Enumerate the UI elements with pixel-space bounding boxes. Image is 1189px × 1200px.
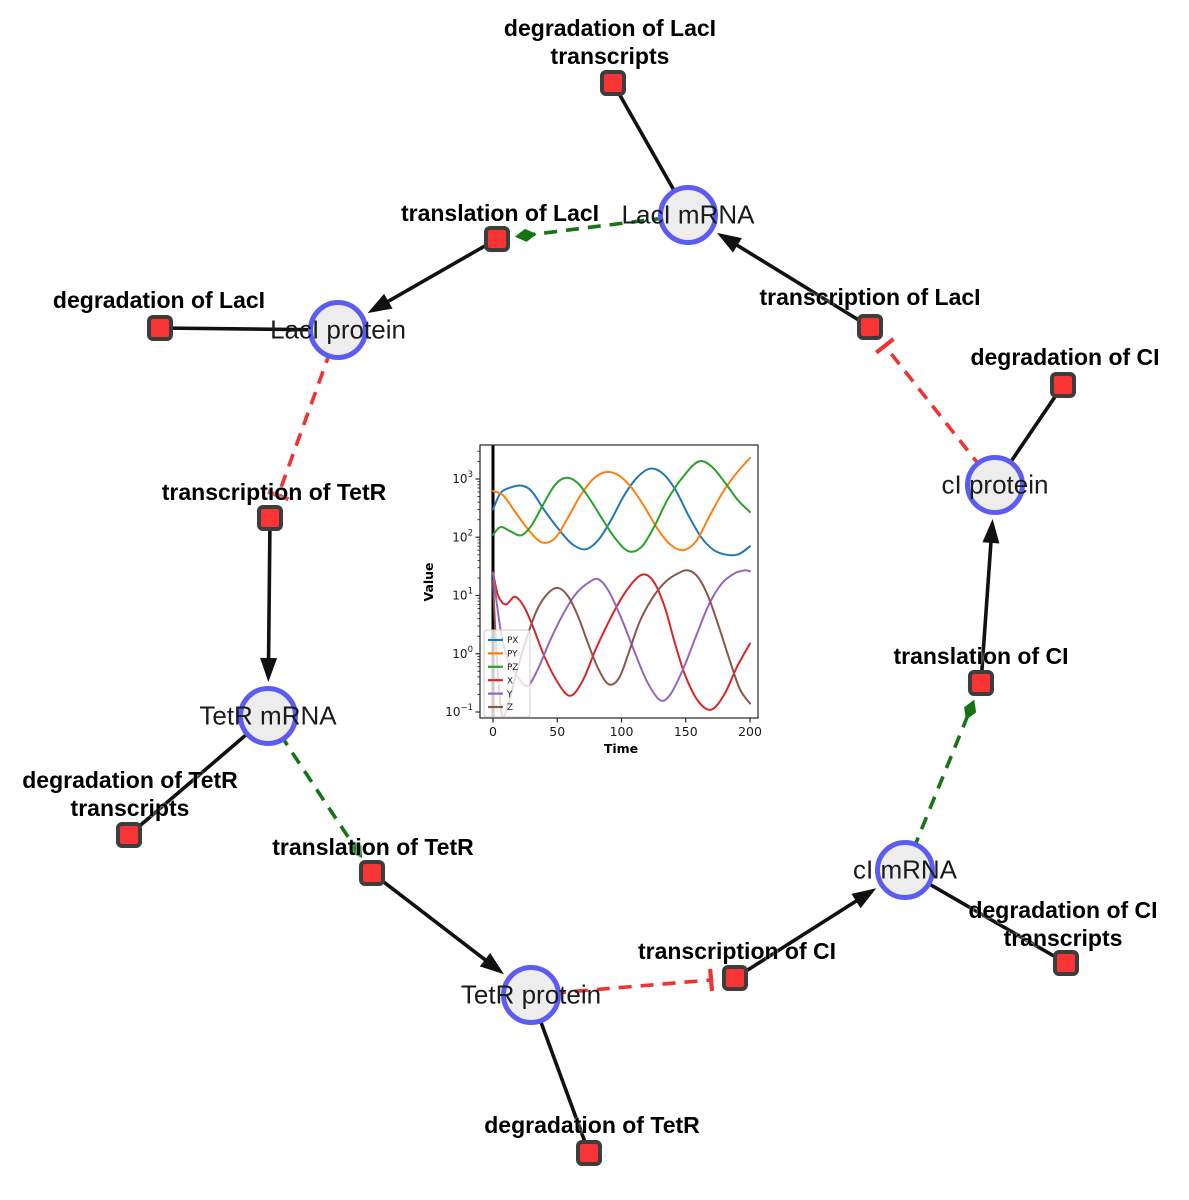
reaction-label-txn_ci: transcription of CI bbox=[637, 938, 837, 964]
y-axis-label: Value bbox=[421, 562, 436, 601]
reaction-node-txn_tetr bbox=[257, 505, 283, 531]
reaction-node-transl_laci bbox=[484, 226, 510, 252]
x-tick-label-0: 0 bbox=[489, 724, 497, 739]
legend-label-PZ: PZ bbox=[507, 663, 518, 673]
species-label-tetr_protein: TetR protein bbox=[460, 979, 602, 1010]
x-axis: 0 50 100 150 200 Time bbox=[489, 718, 762, 756]
catalysis-diamond-head bbox=[514, 228, 537, 242]
reaction-node-deg_ci_tx bbox=[1053, 950, 1079, 976]
reaction-label-txn_laci: transcription of LacI bbox=[759, 284, 981, 310]
reaction-label-deg_laci: degradation of LacI bbox=[52, 287, 266, 313]
species-node-laci_protein bbox=[308, 300, 368, 360]
simulation-plot: 0 50 100 150 200Time10−1100101102103ValuePXP… bbox=[421, 444, 762, 756]
reaction-label-transl_laci: translation of LacI bbox=[400, 200, 600, 226]
x-tick-label-150: 150 bbox=[674, 724, 698, 739]
catalysis-diamond-head bbox=[349, 839, 363, 858]
production-arrowhead bbox=[260, 657, 278, 683]
production-arrowhead bbox=[851, 888, 877, 909]
edge-production-txn_laci-laci_mrna bbox=[716, 232, 871, 329]
legend-label-PY: PY bbox=[507, 650, 518, 660]
legend-label-Y: Y bbox=[506, 690, 513, 700]
y-tick-label-10e-1: 10−1 bbox=[445, 703, 473, 719]
reaction-node-deg_laci_tx bbox=[600, 70, 626, 96]
reaction-node-deg_tetr_tx bbox=[116, 822, 142, 848]
y-tick-label-10e0: 100 bbox=[452, 645, 473, 661]
chart-legend: PX PY PZ XYZ bbox=[483, 629, 531, 718]
edge-production-txn_ci-ci_mrna bbox=[734, 888, 877, 980]
x-axis-label: Time bbox=[604, 741, 638, 756]
reaction-node-transl_tetr bbox=[359, 860, 385, 886]
series-line-Y bbox=[492, 569, 751, 702]
y-tick-label-10e3: 103 bbox=[452, 470, 473, 486]
edge-production-transl_tetr-tetr_protein bbox=[370, 871, 505, 975]
series-line-PY bbox=[492, 456, 751, 552]
edge-consumption-ci_mrna-deg_ci_tx bbox=[904, 868, 1067, 965]
consumption-line bbox=[904, 868, 1067, 965]
reaction-node-deg_tetr bbox=[576, 1140, 602, 1166]
production-line bbox=[727, 238, 871, 329]
species-node-ci_mrna bbox=[875, 840, 935, 900]
series-line-X bbox=[492, 571, 751, 711]
reaction-label-deg_ci: degradation of CI bbox=[970, 344, 1160, 370]
legend-box bbox=[483, 629, 531, 718]
y-tick-label-10e2: 102 bbox=[452, 528, 473, 544]
production-arrowhead bbox=[982, 518, 1000, 544]
x-tick-label-50: 50 bbox=[549, 724, 565, 739]
inset-chart: 0 50 100 150 200 Time 10−1 100 101 102 103 Value PX P… bbox=[420, 430, 780, 770]
production-line bbox=[370, 871, 495, 968]
inhibition-tee-bar bbox=[874, 337, 895, 355]
edge-inhibition-tetr_protein-txn_ci bbox=[530, 968, 715, 997]
species-node-tetr_mrna bbox=[238, 686, 298, 746]
reaction-label-deg_tetr: degradation of TetR bbox=[484, 1112, 700, 1138]
inhibition-dashed-line bbox=[530, 978, 712, 997]
inhibition-tee-bar bbox=[267, 489, 290, 502]
reaction-node-deg_ci bbox=[1050, 372, 1076, 398]
legend-label-PX: PX bbox=[507, 636, 518, 646]
production-arrowhead bbox=[479, 952, 505, 975]
species-label-ci_mrna: cI mRNA bbox=[853, 854, 957, 885]
species-label-laci_protein: LacI protein bbox=[270, 314, 406, 345]
species-node-ci_protein bbox=[965, 455, 1025, 515]
plot-frame bbox=[479, 444, 759, 719]
reaction-label-transl_ci: translation of CI bbox=[893, 643, 1069, 669]
x-tick-label-100: 100 bbox=[610, 724, 634, 739]
legend-label-X: X bbox=[507, 676, 513, 686]
x-tick-label-200: 200 bbox=[738, 724, 762, 739]
production-arrowhead bbox=[716, 232, 742, 253]
species-label-laci_mrna: LacI mRNA bbox=[621, 199, 755, 230]
production-line bbox=[734, 894, 866, 980]
chart-series-group bbox=[492, 456, 751, 718]
production-line bbox=[266, 517, 272, 669]
species-node-laci_mrna bbox=[658, 185, 718, 245]
reaction-node-deg_laci bbox=[147, 315, 173, 341]
series-line-PZ bbox=[492, 460, 751, 553]
reaction-node-txn_laci bbox=[857, 314, 883, 340]
series-line-Z bbox=[492, 569, 751, 718]
catalysis-diamond-head bbox=[964, 699, 977, 721]
series-line-PX bbox=[492, 467, 751, 557]
species-node-tetr_protein bbox=[501, 965, 561, 1025]
edge-production-txn_tetr-tetr_mrna bbox=[260, 517, 278, 683]
species-label-ci_protein: cI protein bbox=[941, 469, 1049, 500]
reaction-label-deg_laci_tx: degradation of LacI transcripts bbox=[503, 15, 717, 69]
y-axis: 10−1 100 101 102 103 Value bbox=[421, 450, 480, 719]
reaction-node-txn_ci bbox=[722, 965, 748, 991]
reaction-label-txn_tetr: transcription of TetR bbox=[161, 479, 387, 505]
production-arrowhead bbox=[367, 293, 393, 314]
reaction-label-transl_tetr: translation of TetR bbox=[272, 834, 474, 860]
reaction-node-transl_ci bbox=[968, 670, 994, 696]
production-line bbox=[378, 237, 498, 308]
y-tick-label-10e1: 101 bbox=[452, 587, 473, 603]
species-label-tetr_mrna: TetR mRNA bbox=[199, 700, 337, 731]
inhibition-tee-bar bbox=[708, 968, 715, 992]
legend-label-Z: Z bbox=[507, 703, 513, 713]
reaction-label-deg_tetr_tx: degradation of TetR transcripts bbox=[22, 767, 238, 821]
edge-production-transl_ci-ci_protein bbox=[979, 518, 1000, 684]
reaction-label-deg_ci_tx: degradation of CI transcripts bbox=[968, 897, 1158, 951]
production-line bbox=[979, 532, 994, 684]
edge-production-transl_laci-laci_protein bbox=[367, 237, 498, 314]
